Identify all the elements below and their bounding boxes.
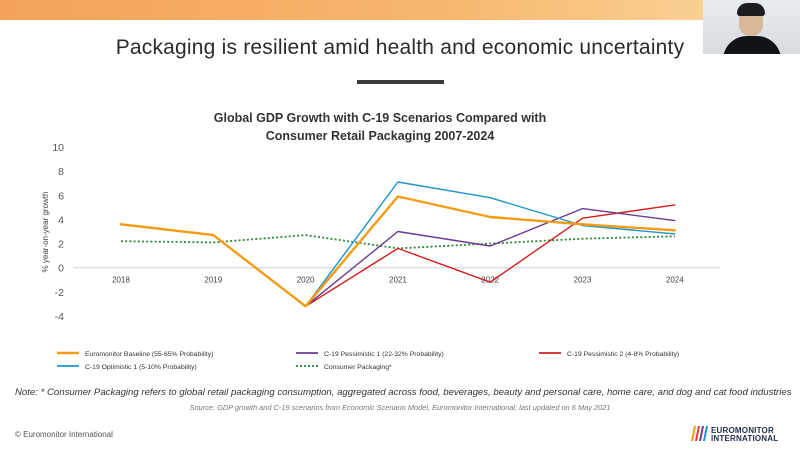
x-tick-label: 2019 xyxy=(204,276,222,285)
chart-legend: Euromonitor Baseline (55-65% Probability… xyxy=(57,351,679,371)
series-line-optimistic1 xyxy=(304,181,676,307)
y-tick-label: 6 xyxy=(58,190,64,202)
x-tick-label: 2021 xyxy=(389,276,407,285)
logo-stripes-icon xyxy=(691,426,708,441)
footnote: Note: * Consumer Packaging refers to glo… xyxy=(15,387,792,398)
logo-text-line-1: EUROMONITOR xyxy=(711,426,774,435)
presenter-shoulders xyxy=(723,36,781,54)
x-tick-label: 2020 xyxy=(297,276,315,285)
x-tick-label: 2022 xyxy=(481,276,499,285)
series-line-baseline xyxy=(119,195,676,308)
legend-label-pessimistic1: C-19 Pessimistic 1 (22-32% Probability) xyxy=(324,351,444,358)
series-line-pessimistic2 xyxy=(304,204,676,307)
series-line-pessimistic1 xyxy=(304,207,676,307)
y-tick-label: -2 xyxy=(55,287,64,299)
presenter-webcam-thumbnail xyxy=(703,0,800,54)
top-accent-bar xyxy=(0,0,800,20)
y-tick-label: -4 xyxy=(55,311,64,323)
chart-title-line-2: Consumer Retail Packaging 2007-2024 xyxy=(265,129,495,143)
logo-text-line-2: INTERNATIONAL xyxy=(711,434,779,443)
legend-label-optimistic1: C-19 Optimistic 1 (5-10% Probability) xyxy=(85,364,197,371)
euromonitor-logo: EUROMONITOR INTERNATIONAL xyxy=(689,424,789,444)
y-tick-label: 8 xyxy=(58,166,64,178)
legend-label-baseline: Euromonitor Baseline (55-65% Probability… xyxy=(85,351,213,358)
y-tick-label: 2 xyxy=(58,239,64,251)
title-underline xyxy=(357,80,444,84)
y-tick-label: 0 xyxy=(58,263,64,275)
y-axis-title: % year-on-year growth xyxy=(41,192,50,273)
chart-title: Global GDP Growth with C-19 Scenarios Co… xyxy=(160,109,600,145)
x-tick-label: 2023 xyxy=(574,276,592,285)
source-line: Source: GDP growth and C-19 scenarios fr… xyxy=(189,403,611,412)
legend-label-packaging: Consumer Packaging* xyxy=(324,364,392,371)
copyright: © Euromonitor International xyxy=(15,430,113,439)
y-tick-label: 10 xyxy=(52,142,64,154)
legend-label-pessimistic2: C-19 Pessimistic 2 (4-8% Probability) xyxy=(567,351,679,358)
chart-axes: -4 -2 0 2 4 6 8 10 % year-on-year growth 2018 2019… xyxy=(41,142,720,323)
series-line-packaging xyxy=(120,234,675,250)
x-tick-label: 2018 xyxy=(112,276,130,285)
x-tick-label: 2024 xyxy=(666,276,684,285)
chart-title-line-1: Global GDP Growth with C-19 Scenarios Co… xyxy=(213,111,547,125)
slide-title: Packaging is resilient amid health and e… xyxy=(115,36,685,59)
chart-series-lines xyxy=(119,181,676,308)
y-tick-label: 4 xyxy=(58,214,64,226)
presenter-hair xyxy=(737,3,765,16)
